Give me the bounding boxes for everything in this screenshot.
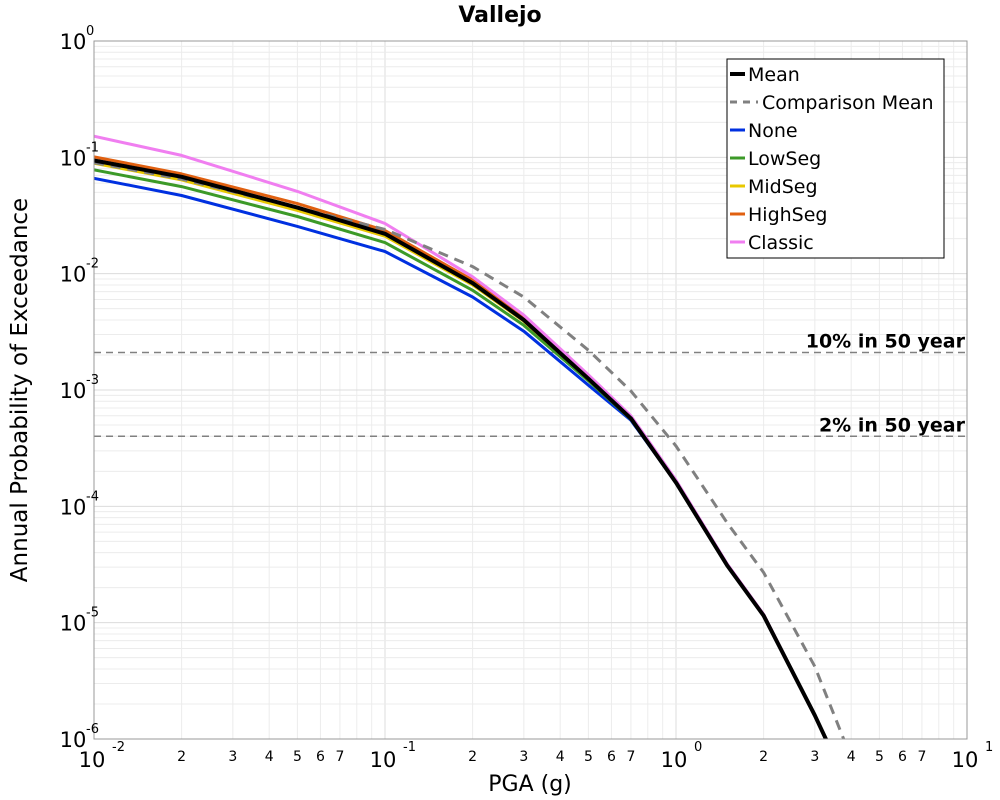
y-tick-label: 10 <box>60 379 87 403</box>
y-tick-label: 10 <box>60 30 87 54</box>
x-minor-tick-label: 6 <box>607 749 616 765</box>
legend-label: Comparison Mean <box>762 92 934 114</box>
x-minor-tick-label: 2 <box>468 749 477 765</box>
x-minor-tick-label: 2 <box>177 749 186 765</box>
x-minor-tick-label: 4 <box>847 749 856 765</box>
legend-label: Classic <box>748 232 814 254</box>
x-minor-tick-label: 2 <box>759 749 768 765</box>
y-tick-exponent: 0 <box>86 24 94 39</box>
x-tick-exponent: -1 <box>403 740 416 755</box>
series-line-mean <box>94 158 829 739</box>
reference-lines: 10% in 50 year 2% in 50 year <box>94 331 967 438</box>
y-tick-exponent: -6 <box>86 722 99 737</box>
legend-label: HighSeg <box>748 204 827 226</box>
x-minor-tick-label: 6 <box>316 749 325 765</box>
legend-label: MidSeg <box>748 176 818 198</box>
x-tick-exponent: 1 <box>985 740 993 755</box>
y-tick-exponent: -3 <box>86 373 99 388</box>
legend-label: LowSeg <box>748 148 821 170</box>
series-lines <box>94 134 846 739</box>
grid <box>93 41 967 740</box>
y-tick-label: 10 <box>60 612 87 636</box>
x-tick-label: 10 <box>79 748 106 772</box>
x-tick-label: 10 <box>952 748 979 772</box>
x-tick-label: 10 <box>661 748 688 772</box>
legend: Mean Comparison Mean None LowSeg MidSeg HighS… <box>726 58 945 259</box>
y-tick-label: 10 <box>60 263 87 287</box>
y-tick-exponent: -1 <box>86 140 99 155</box>
x-minor-tick-label: 7 <box>626 749 635 765</box>
x-minor-tick-label: 7 <box>917 749 926 765</box>
x-minor-tick-label: 5 <box>875 749 884 765</box>
y-tick-label: 10 <box>60 146 87 170</box>
x-minor-tick-label: 5 <box>293 749 302 765</box>
legend-label: Mean <box>748 64 800 86</box>
x-tick-exponent: -2 <box>112 740 125 755</box>
x-minor-tick-label: 6 <box>898 749 907 765</box>
y-tick-exponent: -5 <box>86 606 99 621</box>
y-axis-label: Annual Probability of Exceedance <box>7 198 33 582</box>
x-minor-tick-label: 4 <box>265 749 274 765</box>
x-axis-label: PGA (g) <box>488 772 572 797</box>
plot-frame <box>93 40 968 740</box>
x-minor-tick-label: 3 <box>810 749 819 765</box>
x-tick-exponent: 0 <box>694 740 702 755</box>
y-tick-exponent: -2 <box>86 257 99 272</box>
x-minor-tick-label: 5 <box>584 749 593 765</box>
y-tick-label: 10 <box>60 728 87 752</box>
reference-line-label: 10% in 50 year <box>806 331 966 353</box>
reference-line-label: 2% in 50 year <box>819 414 966 436</box>
x-minor-tick-label: 3 <box>519 749 528 765</box>
x-tick-label: 10 <box>370 748 397 772</box>
x-minor-tick-label: 7 <box>335 749 344 765</box>
y-tick-label: 10 <box>60 495 87 519</box>
y-tick-exponent: -4 <box>86 489 99 504</box>
legend-box <box>726 58 945 259</box>
x-minor-tick-label: 4 <box>556 749 565 765</box>
chart-title: Vallejo <box>458 3 541 28</box>
legend-label: None <box>748 120 798 142</box>
x-minor-tick-label: 3 <box>228 749 237 765</box>
